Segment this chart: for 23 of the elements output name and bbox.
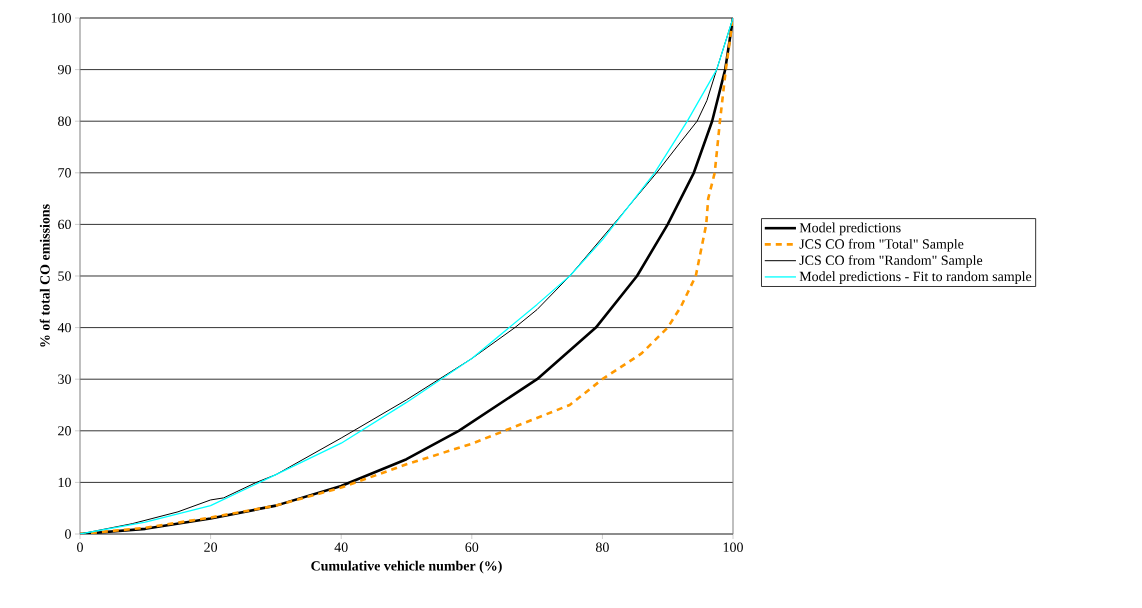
- x-tick-label: 60: [465, 542, 479, 552]
- x-axis-title: Cumulative vehicle number (%): [311, 560, 502, 574]
- x-tick-label: 40: [334, 542, 348, 552]
- y-tick-label: 70: [58, 168, 71, 178]
- y-tick-label: 60: [58, 219, 71, 230]
- y-tick-label: 50: [58, 271, 71, 281]
- y-tick-label: 30: [58, 374, 71, 384]
- y-tick-label: 20: [58, 426, 71, 436]
- x-tick-label: 80: [595, 542, 609, 552]
- legend-label: JCS CO from "Random" Sample: [799, 255, 983, 268]
- legend-label: Model predictions - Fit to random sample: [799, 271, 1032, 284]
- y-tick-label: 100: [51, 13, 71, 23]
- y-tick-label: 90: [57, 64, 71, 75]
- x-tick-label: 0: [77, 542, 83, 552]
- x-tick-label: 100: [723, 542, 743, 552]
- y-tick-label: 0: [65, 529, 71, 539]
- x-tick-label: 20: [204, 542, 218, 552]
- y-tick-label: 40: [57, 322, 71, 333]
- y-tick-label: 80: [58, 116, 71, 126]
- y-axis-title: % of total CO emissions: [39, 204, 50, 347]
- legend-label: JCS CO from "Total" Sample: [799, 238, 964, 252]
- y-tick-label: 10: [58, 477, 71, 488]
- legend-label: Model predictions: [799, 222, 901, 236]
